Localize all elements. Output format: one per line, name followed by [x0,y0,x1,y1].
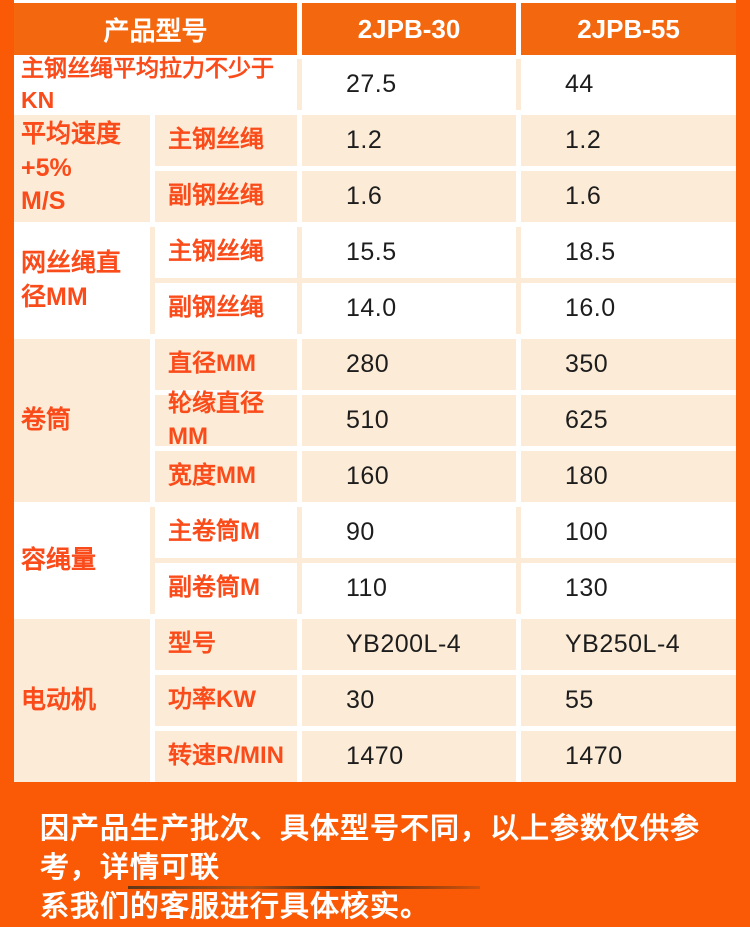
value-cell: 18.5 [521,227,736,278]
sub-label-cell: 主钢丝绳 [155,227,297,278]
value-cell: 90 [302,507,516,558]
row-label-cell: 主钢丝绳平均拉力不少于KN [14,55,297,113]
value-cell: YB200L-4 [302,619,516,670]
header-model-a: 2JPB-30 [357,13,461,44]
sub-label-cell: 轮缘直径MM [155,390,297,450]
header-cell-model-label: 产品型号 [14,3,297,55]
value-cell: 280 [302,339,516,390]
value-cell: 1.6 [521,171,736,222]
header-cell-model-b: 2JPB-55 [521,3,736,55]
value-cell: 130 [521,563,736,614]
value-cell: 1470 [521,731,736,782]
value-cell: 16.0 [521,283,736,334]
value-cell: 510 [302,395,516,446]
sub-label-cell: 宽度MM [155,451,297,502]
spec-table: 产品型号 2JPB-30 2JPB-55 主钢丝绳平均拉力不少于KN 27.5 … [14,0,736,782]
sub-label-cell: 副钢丝绳 [155,283,297,334]
bottom-edge-artifact [128,886,480,889]
group-label-cell: 容绳量 [14,507,150,614]
section-motor: 电动机 型号 YB200L-4 YB250L-4 功率KW 30 55 转速R/… [14,619,736,782]
value-cell: 55 [521,675,736,726]
section-drum: 卷筒 直径MM 280 350 轮缘直径MM 510 625 宽度MM 160 … [14,339,736,502]
value-cell: 350 [521,339,736,390]
value-cell: 15.5 [302,227,516,278]
value-cell: 44 [521,59,736,110]
group-label-cell: 卷筒 [14,339,150,502]
value-cell: 1.2 [302,115,516,166]
section-average-speed: 平均速度+5% M/S 主钢丝绳 1.2 1.2 副钢丝绳 1.6 1.6 [14,115,736,222]
group-label-cell: 电动机 [14,619,150,782]
value-cell: 27.5 [302,59,516,110]
section-rope-diameter: 网丝绳直 径MM 主钢丝绳 15.5 18.5 副钢丝绳 14.0 16.0 [14,227,736,334]
group-label-cell: 网丝绳直 径MM [14,227,150,334]
section-rope-capacity: 容绳量 主卷筒M 90 100 副卷筒M 110 130 [14,507,736,614]
sub-label-cell: 主钢丝绳 [155,115,297,166]
sub-label-cell: 副钢丝绳 [155,171,297,222]
value-cell: 180 [521,451,736,502]
value-cell: 30 [302,675,516,726]
group-label-cell: 平均速度+5% M/S [14,115,150,222]
value-cell: 14.0 [302,283,516,334]
value-cell: 1.6 [302,171,516,222]
value-cell: 100 [521,507,736,558]
sub-label-cell: 直径MM [155,339,297,390]
value-cell: 1.2 [521,115,736,166]
value-cell: YB250L-4 [521,619,736,670]
value-cell: 110 [302,563,516,614]
sub-label-cell: 转速R/MIN [155,731,297,782]
value-cell: 1470 [302,731,516,782]
sub-label-cell: 主卷筒M [155,507,297,558]
sub-label-cell: 型号 [155,619,297,670]
table-header-row: 产品型号 2JPB-30 2JPB-55 [14,3,736,55]
section-pull-force: 主钢丝绳平均拉力不少于KN 27.5 44 [14,55,736,113]
header-cell-model-a: 2JPB-30 [302,3,516,55]
header-model-b: 2JPB-55 [577,13,680,44]
disclaimer-text: 因产品生产批次、具体型号不同，以上参数仅供参考，详情可联 系我们的客服进行具体核… [40,813,701,923]
sub-label-cell: 副卷筒M [155,563,297,614]
value-cell: 625 [521,395,736,446]
sub-label-cell: 功率KW [155,675,297,726]
header-model-label: 产品型号 [103,15,208,46]
value-cell: 160 [302,451,516,502]
